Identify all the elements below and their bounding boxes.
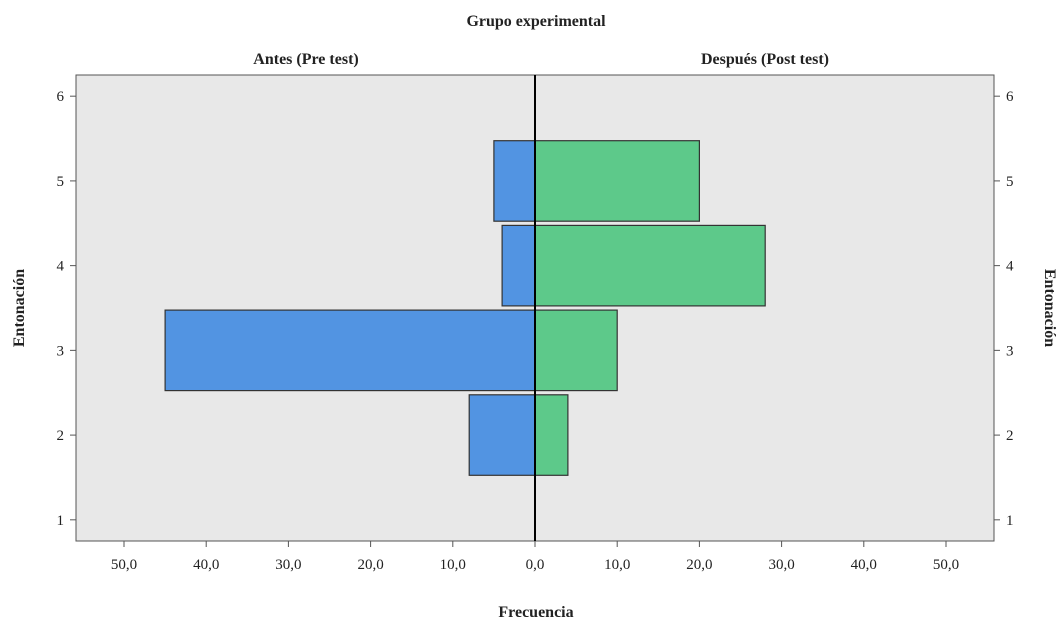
x-tick-label: 50,0	[111, 557, 137, 573]
x-axis-label: Frecuencia	[498, 604, 573, 620]
x-tick-label: 10,0	[440, 557, 466, 573]
y-tick-label-right: 6	[1006, 89, 1014, 105]
y-ticks-layer: 1 1 2 2 3 3 4 4 5 5 6 6	[57, 89, 1015, 529]
y-axis-label-right: Entonación	[1041, 269, 1058, 347]
x-tick-label: 20,0	[686, 557, 712, 573]
x-tick-label: 30,0	[768, 557, 794, 573]
bar-right-2	[534, 394, 569, 476]
y-axis-label-left: Entonación	[11, 269, 28, 347]
y-tick-label-left: 6	[57, 89, 65, 105]
bar-left-5	[493, 140, 536, 222]
panel-title-right: Después (Post test)	[701, 51, 829, 68]
y-tick-label-left: 5	[57, 174, 65, 190]
x-tick-label: 30,0	[275, 557, 301, 573]
y-tick-label-left: 2	[57, 428, 65, 444]
bar-left-3	[164, 309, 536, 392]
x-ticks-layer: 50,0 40,0 30,0 20,0 10,0 0,0 10,0 20,0 30,0 40,0 5…	[111, 541, 959, 573]
x-tick-label: 40,0	[851, 557, 877, 573]
x-tick-label: 20,0	[357, 557, 383, 573]
y-tick-label-right: 2	[1006, 428, 1014, 444]
y-tick-label-right: 4	[1006, 259, 1014, 275]
x-tick-label: 50,0	[933, 557, 959, 573]
x-tick-label: 40,0	[193, 557, 219, 573]
bar-left-2	[468, 394, 536, 476]
chart-title: Grupo experimental	[466, 13, 606, 30]
bar-right-4	[534, 224, 766, 307]
y-tick-label-left: 1	[57, 513, 65, 529]
bar-right-5	[534, 140, 700, 222]
y-tick-label-right: 3	[1006, 343, 1014, 359]
y-tick-label-left: 4	[57, 259, 65, 275]
y-tick-label-right: 1	[1006, 513, 1014, 529]
panel-title-left: Antes (Pre test)	[253, 51, 358, 68]
bar-right-3	[534, 309, 618, 392]
x-tick-label: 0,0	[526, 557, 545, 573]
y-tick-label-left: 3	[57, 343, 65, 359]
y-tick-label-right: 5	[1006, 174, 1014, 190]
bars-layer	[164, 140, 766, 476]
x-tick-label: 10,0	[604, 557, 630, 573]
bar-left-4	[501, 224, 536, 307]
